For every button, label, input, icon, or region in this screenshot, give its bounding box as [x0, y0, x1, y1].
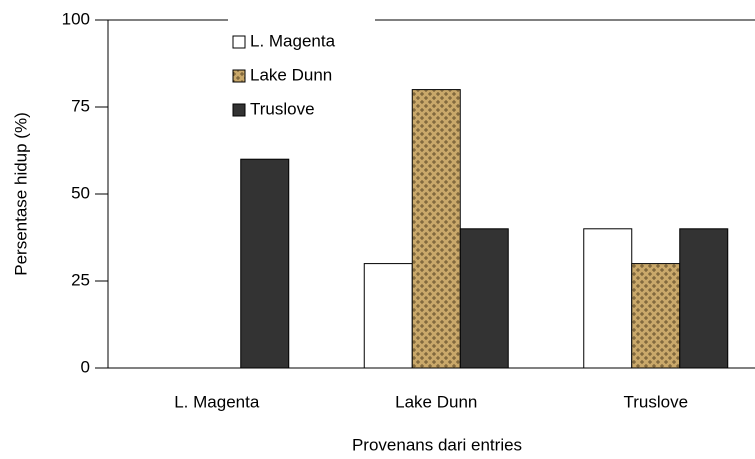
legend-label: L. Magenta: [250, 31, 336, 50]
bar: [631, 263, 681, 369]
bar: [240, 158, 290, 369]
y-tick-label: 0: [81, 357, 90, 376]
x-tick-label: Lake Dunn: [395, 392, 477, 411]
x-axis-title: Provenans dari entries: [352, 435, 522, 454]
y-tick-label: 75: [71, 96, 90, 115]
bar: [459, 228, 509, 369]
y-axis-title: Persentase hidup (%): [11, 112, 30, 275]
y-tick-label: 100: [62, 9, 90, 28]
y-tick-label: 50: [71, 183, 90, 202]
x-tick-label: L. Magenta: [174, 392, 260, 411]
x-tick-label: Truslove: [623, 392, 688, 411]
bar: [411, 89, 461, 369]
bar: [363, 263, 413, 369]
legend-swatch: [232, 103, 246, 117]
legend-box: [226, 26, 376, 130]
y-tick-label: 25: [71, 270, 90, 289]
legend-label: Truslove: [250, 99, 315, 118]
bar: [583, 228, 633, 369]
bar: [679, 228, 729, 369]
legend-swatch: [232, 35, 246, 49]
legend-swatch: [232, 69, 246, 83]
legend-label: Lake Dunn: [250, 65, 332, 84]
